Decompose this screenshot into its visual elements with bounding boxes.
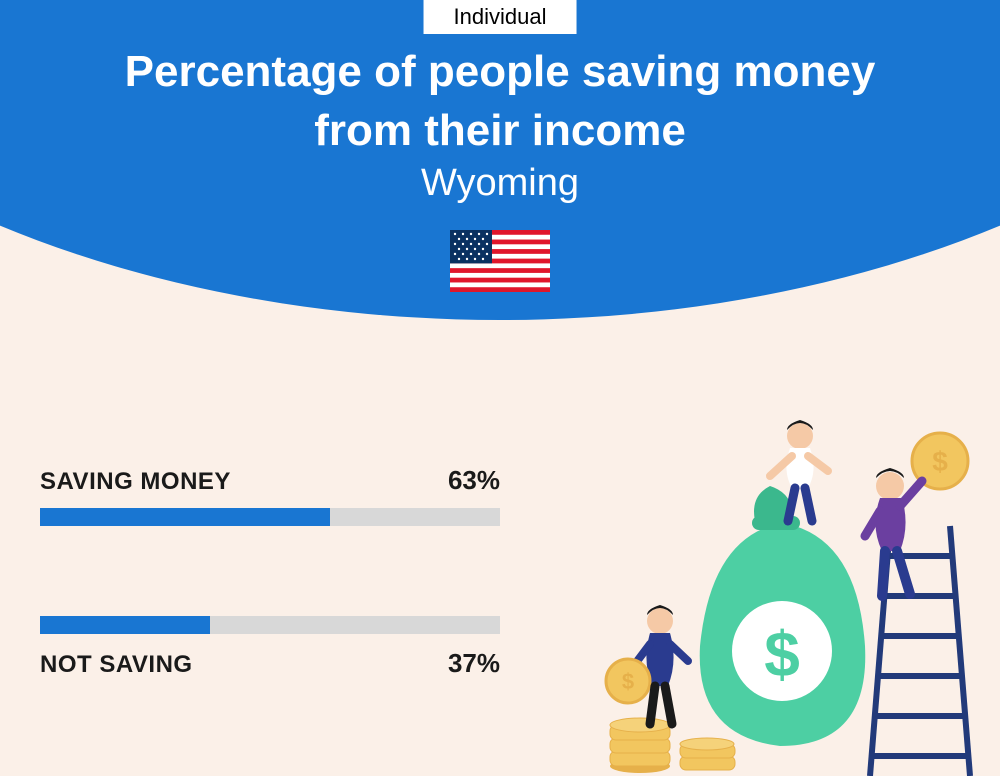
category-badge: Individual (424, 0, 577, 34)
person-icon: $ (606, 605, 688, 724)
svg-text:$: $ (932, 446, 948, 477)
bar-value: 37% (448, 648, 500, 679)
bar-label: NOT SAVING (40, 651, 193, 679)
subtitle-location: Wyoming (0, 162, 1000, 205)
bar-saving-money: SAVING MONEY 63% (40, 465, 500, 526)
svg-text:$: $ (622, 669, 634, 694)
title-line-1: Percentage of people saving money (0, 42, 1000, 101)
page-title: Percentage of people saving money from t… (0, 42, 1000, 161)
bar-value: 63% (448, 465, 500, 496)
bar-fill (40, 616, 210, 634)
bar-track (40, 508, 500, 526)
title-line-2: from their income (0, 101, 1000, 160)
bar-track (40, 616, 500, 634)
us-flag-icon (450, 230, 550, 292)
svg-text:$: $ (764, 618, 800, 690)
coin-stack-icon (680, 738, 735, 770)
bar-label: SAVING MONEY (40, 468, 231, 496)
money-bag-icon: $ (700, 486, 866, 746)
coin-stack-icon (610, 718, 670, 773)
bar-not-saving: NOT SAVING 37% (40, 616, 500, 679)
bar-chart: SAVING MONEY 63% NOT SAVING 37% (40, 465, 500, 769)
bar-fill (40, 508, 330, 526)
savings-illustration: $ $ $ (570, 406, 990, 776)
